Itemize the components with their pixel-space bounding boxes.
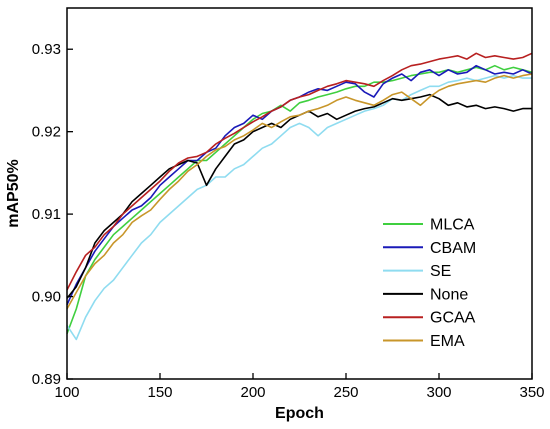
y-tick-label: 0.92 [32,124,61,141]
y-tick-label: 0.89 [32,371,61,388]
series-line-ema [66,73,533,310]
x-axis-ticks: 100 150 200 250 300 350 [54,373,545,401]
legend-label-cbam: CBAM [430,240,476,257]
legend-label-gcaa: GCAA [430,310,476,327]
series-line-mlca [66,64,533,334]
series-line-se [66,74,532,341]
series-layer [66,52,533,341]
y-axis-title: mAP50% [5,159,22,227]
legend-label-none: None [430,286,468,303]
legend-label-mlca: MLCA [430,217,475,234]
plot-frame [66,7,533,380]
series-line-cbam [66,64,533,306]
y-tick-label: 0.93 [32,41,61,58]
y-tick-label: 0.90 [32,289,61,306]
x-tick-label: 200 [240,384,265,401]
series-line-gcaa [66,52,533,291]
legend-label-se: SE [430,263,451,280]
x-tick-label: 350 [519,384,544,401]
legend: MLCA CBAM SE None GCAA EMA [383,217,476,350]
x-tick-label: 300 [426,384,451,401]
legend-label-ema: EMA [430,333,465,350]
x-tick-label: 150 [147,384,172,401]
x-axis-title: Epoch [275,405,324,422]
y-axis-ticks: 0.89 0.90 0.91 0.92 0.93 [32,41,73,388]
series-line-none [66,93,532,299]
y-tick-label: 0.91 [32,206,61,223]
x-tick-label: 100 [54,384,79,401]
x-tick-label: 250 [333,384,358,401]
